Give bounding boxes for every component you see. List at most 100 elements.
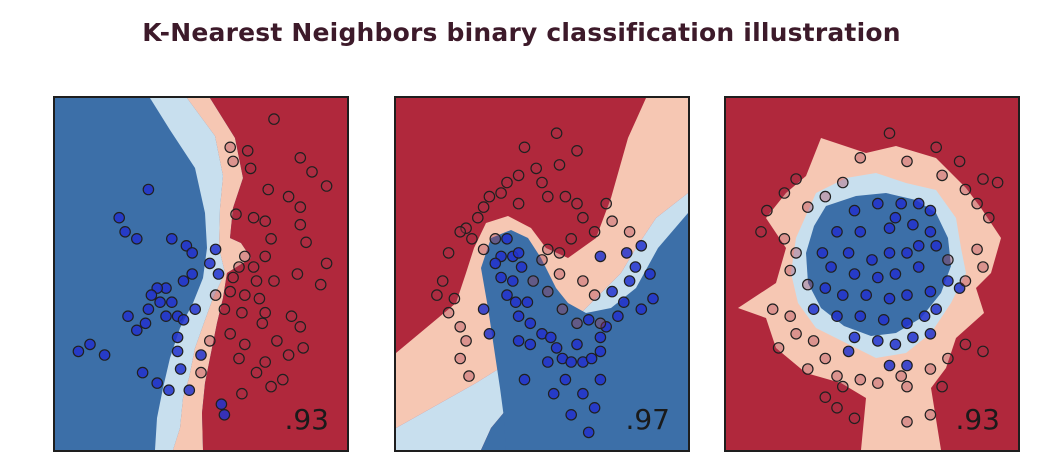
point-red xyxy=(588,289,601,301)
score-moons: .97 xyxy=(625,403,670,436)
point-red xyxy=(442,306,455,319)
point-red xyxy=(831,401,843,414)
point-red xyxy=(282,349,295,361)
point-blue xyxy=(889,338,902,351)
point-blue xyxy=(160,310,172,322)
region-red xyxy=(202,98,347,450)
point-red xyxy=(901,415,913,428)
point-red xyxy=(271,335,283,347)
point-red xyxy=(778,233,791,245)
point-blue xyxy=(635,303,648,315)
point-blue xyxy=(565,356,577,368)
point-blue xyxy=(507,275,519,287)
point-blue xyxy=(174,363,187,375)
point-red xyxy=(265,233,277,245)
point-blue xyxy=(518,373,531,386)
point-red xyxy=(236,387,248,400)
point-blue xyxy=(618,296,630,308)
point-blue xyxy=(495,271,507,284)
point-blue xyxy=(509,296,522,308)
plot-linear xyxy=(55,98,347,450)
point-blue xyxy=(177,314,190,326)
point-red xyxy=(282,190,295,203)
point-red xyxy=(883,127,896,139)
point-blue xyxy=(171,331,184,344)
point-blue xyxy=(594,250,607,263)
point-red xyxy=(495,187,507,199)
point-red xyxy=(224,328,236,340)
point-blue xyxy=(807,303,820,315)
point-red xyxy=(431,289,443,301)
point-blue xyxy=(559,373,572,386)
point-red xyxy=(297,342,309,354)
point-blue xyxy=(582,314,595,326)
point-blue xyxy=(142,183,155,196)
point-red xyxy=(259,250,271,263)
point-red xyxy=(244,162,257,175)
point-red xyxy=(553,268,566,280)
point-red xyxy=(239,289,251,301)
point-blue xyxy=(918,310,931,322)
point-red xyxy=(227,271,239,284)
point-red xyxy=(477,201,490,213)
point-blue xyxy=(644,268,656,280)
point-red xyxy=(571,317,583,330)
point-red xyxy=(489,233,502,245)
point-red xyxy=(268,113,280,125)
point-blue xyxy=(901,317,913,330)
point-red xyxy=(837,176,849,189)
point-red xyxy=(501,176,513,189)
point-red xyxy=(224,285,236,298)
point-red xyxy=(247,261,260,273)
point-red xyxy=(454,321,466,333)
point-red xyxy=(250,275,263,287)
panel-linear: .93 xyxy=(53,96,349,452)
point-blue xyxy=(623,275,636,287)
region-blue-inner xyxy=(481,213,688,450)
point-blue xyxy=(901,247,913,259)
point-red xyxy=(294,321,307,333)
point-red xyxy=(790,173,802,185)
point-red xyxy=(784,264,796,277)
point-red xyxy=(848,412,861,425)
point-blue xyxy=(831,310,843,322)
point-red xyxy=(314,278,327,291)
point-red xyxy=(250,366,263,379)
point-red xyxy=(454,352,466,365)
point-blue xyxy=(816,247,829,259)
point-blue xyxy=(842,345,855,358)
point-red xyxy=(227,155,239,168)
point-red xyxy=(600,197,612,210)
point-red xyxy=(436,275,449,287)
point-blue xyxy=(895,197,907,210)
point-blue xyxy=(183,384,196,396)
point-blue xyxy=(72,345,85,358)
point-blue xyxy=(942,275,954,287)
point-red xyxy=(230,208,242,220)
point-red xyxy=(854,373,867,386)
point-blue xyxy=(139,317,152,330)
point-blue xyxy=(524,317,537,330)
point-blue xyxy=(501,233,513,245)
point-red xyxy=(942,352,954,365)
point-blue xyxy=(819,282,832,294)
point-blue xyxy=(524,338,537,351)
point-red xyxy=(512,197,525,210)
point-blue xyxy=(186,268,198,280)
point-red xyxy=(512,169,525,182)
point-red xyxy=(594,317,607,330)
point-red xyxy=(536,176,548,189)
region-uncertain-blue xyxy=(150,98,225,450)
point-blue xyxy=(866,254,878,266)
point-red xyxy=(466,233,478,245)
point-blue xyxy=(912,197,925,210)
point-blue xyxy=(547,387,560,400)
point-red xyxy=(247,211,260,224)
point-red xyxy=(802,363,814,375)
point-blue xyxy=(883,359,896,372)
point-blue xyxy=(212,268,225,280)
point-red xyxy=(256,317,269,330)
point-red xyxy=(518,141,531,154)
point-red xyxy=(819,190,832,203)
point-blue xyxy=(515,261,528,273)
